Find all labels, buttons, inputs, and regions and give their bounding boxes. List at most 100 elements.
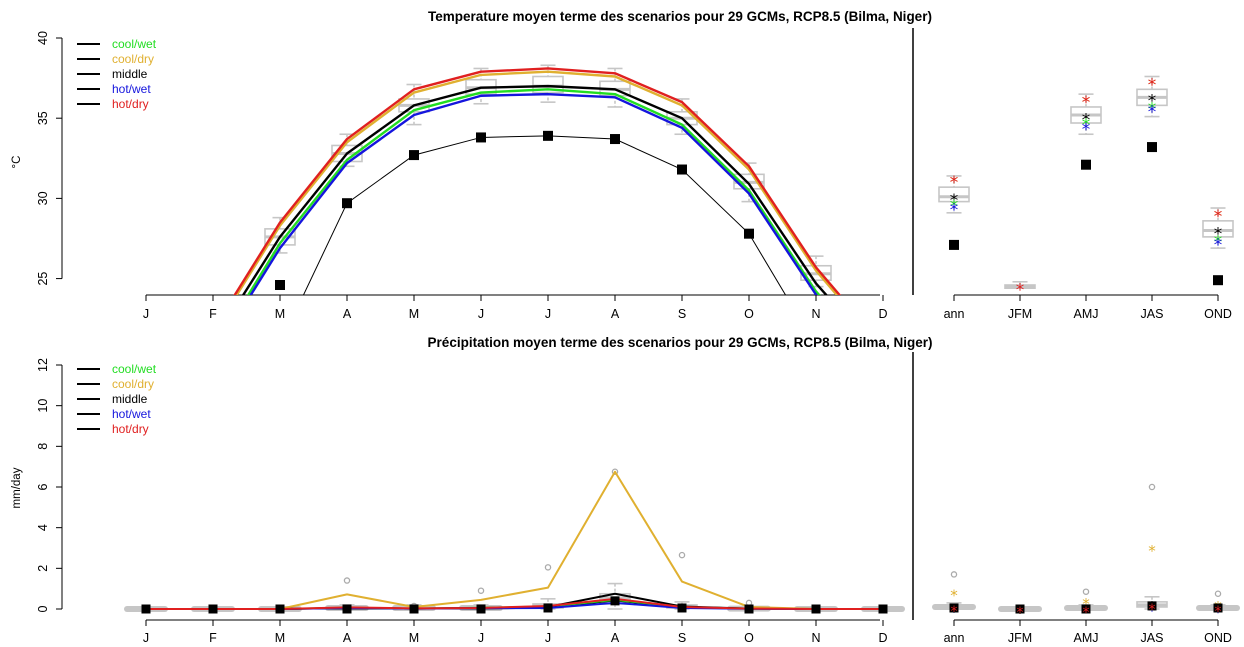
x-tick-label: JAS [1141,307,1164,321]
series-line-cool-dry [235,70,839,295]
observed-marker [409,150,419,161]
x-tick-label: S [678,307,686,321]
season-star-cool-dry: * [1148,75,1157,95]
season-observed-marker [1081,604,1091,614]
observed-marker [878,604,888,614]
season-boxplot [1202,207,1234,249]
season-star-cool-wet: * [1214,232,1223,252]
legend-label-cool-dry: cool/dry [112,52,154,66]
observed-marker [744,228,754,239]
precipitation-panel: Précipitation moyen terme des scenarios … [11,335,1240,645]
season-observed-marker [1213,275,1223,286]
legend-label-hot-dry: hot/dry [112,422,149,436]
y-tick-label: 4 [36,524,50,531]
x-tick-label: N [811,631,820,645]
month-outlier [678,551,686,559]
season-boxplot [1004,280,1036,290]
season-boxplot [1136,75,1168,118]
y-tick-label: 40 [36,31,50,45]
observed-marker [342,604,352,614]
series-line-cool-wet [246,88,821,295]
observed-marker [543,603,553,613]
y-tick-label: 10 [36,399,50,413]
series-line-hot-wet [249,92,818,295]
x-tick-label: J [545,631,551,645]
x-tick-label: JAS [1141,631,1164,645]
season-star-hot-wet: * [1082,120,1091,140]
observed-marker [543,130,553,141]
precipitation-ylabel: mm/day [11,467,23,508]
month-outlier [611,468,619,475]
season-star-hot-dry: * [950,173,959,193]
box-body [532,75,564,94]
legend-label-hot-wet: hot/wet [112,82,151,96]
month-outlier [343,577,351,584]
season-outlier [1148,483,1156,491]
season-star-middle: * [950,191,959,211]
x-tick-label: ann [944,307,965,321]
x-tick-label: D [878,307,887,321]
observed-marker [677,603,687,613]
observed-marker [141,604,151,614]
month-outlier [477,587,485,594]
observed-marker [275,280,285,290]
season-outlier [1082,588,1090,595]
legend-label-cool-wet: cool/wet [112,37,157,51]
season-star-hot-dry: * [1214,207,1223,227]
month-outlier [544,564,552,571]
season-star-hot-wet: * [950,200,959,220]
x-tick-label: A [343,631,352,645]
season-star-hot-wet: * [1148,103,1157,123]
x-tick-label: J [478,307,484,321]
observed-marker [208,604,218,614]
observed-marker [409,604,419,614]
season-star-hot-dry: * [1082,93,1091,113]
x-tick-label: OND [1204,631,1232,645]
legend-label-cool-dry: cool/dry [112,377,154,391]
x-tick-label: D [878,631,887,645]
season-star-cool-dry: * [1148,542,1156,560]
y-tick-label: 2 [36,565,50,572]
x-tick-label: AMJ [1074,307,1099,321]
season-star-middle: * [1214,224,1223,244]
season-star-hot-wet: * [1214,236,1223,256]
series-line-hot-dry [146,597,883,610]
legend-label-hot-wet: hot/wet [112,407,151,421]
season-star-middle: * [1082,111,1091,131]
legend-label-hot-dry: hot/dry [112,97,149,111]
observed-marker [476,132,486,143]
season-outlier [1214,590,1222,598]
season-observed-marker [949,603,959,613]
season-star-cool-dry: * [950,587,958,605]
legend-label-middle: middle [112,392,148,406]
precipitation-title: Précipitation moyen terme des scenarios … [428,335,933,350]
x-tick-label: F [209,631,217,645]
season-boxplot [1070,93,1102,136]
season-star-hot-dry: * [1083,605,1090,621]
season-star-cool-dry: * [1082,93,1091,113]
x-tick-label: JFM [1008,631,1032,645]
season-outlier [950,571,958,578]
series-line-cool-dry [146,470,883,610]
observed-marker [610,596,620,606]
series-line-hot-dry [233,67,842,295]
season-observed-marker [1081,159,1091,170]
season-observed-marker [949,239,959,250]
season-star-hot-dry: * [1148,75,1157,95]
x-tick-label: J [545,307,551,321]
x-tick-label: J [478,631,484,645]
x-tick-label: A [611,307,620,321]
y-tick-label: 35 [36,111,50,125]
x-tick-label: A [343,307,352,321]
season-star-cool-dry: * [950,173,959,193]
season-star-cool-wet: * [1148,99,1157,119]
x-tick-label: A [611,631,620,645]
observed-marker [275,604,285,614]
season-star-cool-dry: * [1082,595,1090,613]
season-star-cool-wet: * [1082,115,1091,135]
y-tick-label: 6 [36,483,50,490]
